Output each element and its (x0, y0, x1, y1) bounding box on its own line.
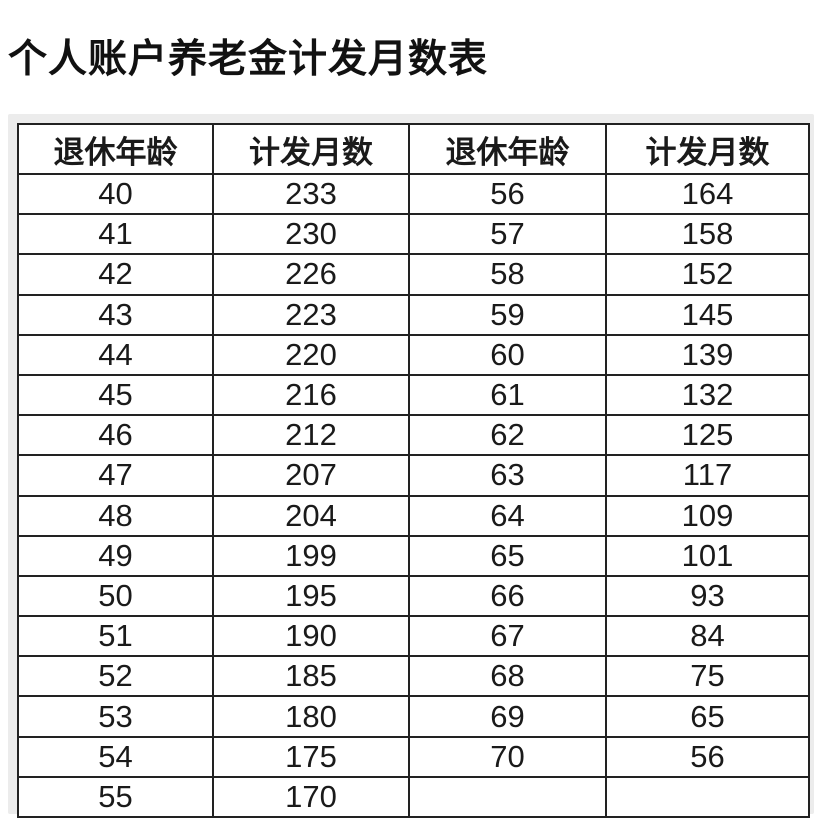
cell-retire-age: 68 (408, 655, 607, 698)
cell-retire-age: 70 (408, 735, 607, 778)
table-row: 44 220 60 139 (17, 333, 810, 376)
table-row: 45 216 61 132 (17, 373, 810, 417)
table-row: 46 212 62 125 (17, 414, 810, 457)
cell-months: 101 (605, 534, 810, 577)
cell-retire-age: 40 (17, 172, 214, 216)
cell-retire-age: 50 (17, 574, 214, 618)
table-row: 51 190 67 84 (17, 615, 810, 658)
cell-months: 132 (605, 373, 810, 417)
page-title: 个人账户养老金计发月数表 (8, 37, 489, 82)
cell-months: 220 (212, 333, 410, 376)
cell-retire-age (408, 775, 607, 818)
cell-months: 84 (605, 615, 810, 658)
cell-months: 204 (212, 494, 410, 537)
cell-months: 207 (212, 454, 410, 497)
cell-months: 56 (605, 735, 810, 778)
table-row: 43 223 59 145 (17, 293, 810, 336)
table-row: 53 180 69 65 (17, 695, 810, 738)
cell-months: 180 (212, 695, 410, 738)
table-row: 55 170 (17, 775, 810, 818)
cell-months: 190 (212, 615, 410, 658)
cell-retire-age: 51 (17, 615, 214, 658)
cell-months: 212 (212, 414, 410, 457)
cell-retire-age: 41 (17, 213, 214, 256)
pension-months-table: 退休年龄 计发月数 退休年龄 计发月数 40 233 56 164 41 230 57 158… (17, 123, 810, 818)
cell-retire-age: 62 (408, 414, 607, 457)
cell-retire-age: 56 (408, 172, 607, 216)
header-retire-age: 退休年龄 (17, 123, 214, 175)
cell-retire-age: 65 (408, 534, 607, 577)
cell-months: 65 (605, 695, 810, 738)
cell-retire-age: 58 (408, 253, 607, 296)
header-months: 计发月数 (605, 123, 810, 175)
table-row: 40 233 56 164 (17, 172, 810, 216)
cell-retire-age: 69 (408, 695, 607, 738)
header-months: 计发月数 (212, 123, 410, 175)
cell-months: 170 (212, 775, 410, 818)
table-row: 47 207 63 117 (17, 454, 810, 497)
cell-months: 185 (212, 655, 410, 698)
table-row: 52 185 68 75 (17, 655, 810, 698)
table-header-row: 退休年龄 计发月数 退休年龄 计发月数 (17, 123, 810, 175)
cell-retire-age: 47 (17, 454, 214, 497)
cell-months: 145 (605, 293, 810, 336)
cell-retire-age: 43 (17, 293, 214, 336)
cell-retire-age: 42 (17, 253, 214, 296)
cell-retire-age: 44 (17, 333, 214, 376)
cell-months: 199 (212, 534, 410, 577)
cell-months: 152 (605, 253, 810, 296)
cell-retire-age: 46 (17, 414, 214, 457)
cell-months: 233 (212, 172, 410, 216)
cell-months: 195 (212, 574, 410, 618)
cell-retire-age: 53 (17, 695, 214, 738)
cell-months: 223 (212, 293, 410, 336)
cell-retire-age: 63 (408, 454, 607, 497)
cell-months (605, 775, 810, 818)
cell-months: 216 (212, 373, 410, 417)
cell-months: 109 (605, 494, 810, 537)
cell-months: 117 (605, 454, 810, 497)
cell-months: 226 (212, 253, 410, 296)
table-row: 50 195 66 93 (17, 574, 810, 618)
table-row: 42 226 58 152 (17, 253, 810, 296)
cell-retire-age: 60 (408, 333, 607, 376)
cell-retire-age: 45 (17, 373, 214, 417)
cell-retire-age: 64 (408, 494, 607, 537)
cell-retire-age: 54 (17, 735, 214, 778)
cell-retire-age: 52 (17, 655, 214, 698)
cell-retire-age: 49 (17, 534, 214, 577)
table-row: 48 204 64 109 (17, 494, 810, 537)
cell-retire-age: 67 (408, 615, 607, 658)
cell-months: 93 (605, 574, 810, 618)
cell-months: 175 (212, 735, 410, 778)
cell-months: 139 (605, 333, 810, 376)
cell-retire-age: 48 (17, 494, 214, 537)
cell-retire-age: 61 (408, 373, 607, 417)
cell-months: 158 (605, 213, 810, 256)
cell-retire-age: 57 (408, 213, 607, 256)
cell-retire-age: 55 (17, 775, 214, 818)
header-retire-age: 退休年龄 (408, 123, 607, 175)
cell-retire-age: 59 (408, 293, 607, 336)
cell-months: 125 (605, 414, 810, 457)
cell-months: 230 (212, 213, 410, 256)
table-row: 49 199 65 101 (17, 534, 810, 577)
table-row: 54 175 70 56 (17, 735, 810, 778)
cell-retire-age: 66 (408, 574, 607, 618)
cell-months: 164 (605, 172, 810, 216)
table-row: 41 230 57 158 (17, 213, 810, 256)
cell-months: 75 (605, 655, 810, 698)
